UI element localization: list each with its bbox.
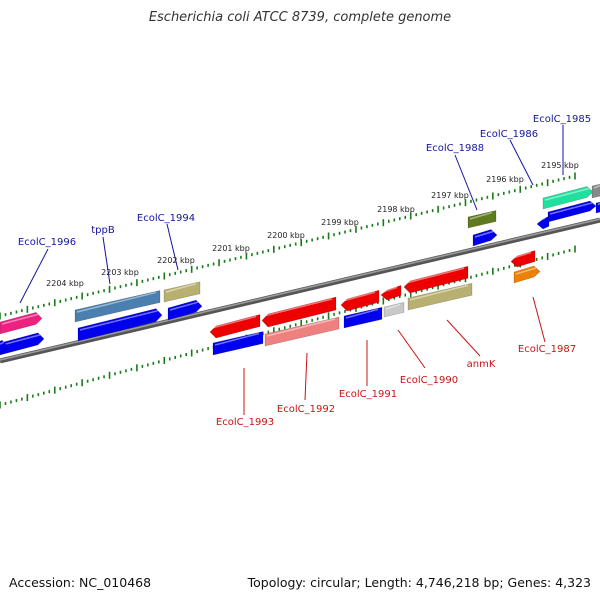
cds-tppb[interactable] — [77, 308, 163, 342]
feature-track — [0, 183, 600, 356]
gene-ecolc-1987-alt-shine — [515, 267, 537, 275]
gene-ecolc-1990-alt-shine — [385, 303, 401, 310]
gene-ecolc-1992-alt[interactable] — [264, 316, 340, 347]
cds-ecolc-1991-shine — [345, 308, 379, 319]
label-leaders — [19, 125, 564, 415]
leader-line — [304, 352, 308, 401]
kbp-label: 2198 kbp — [377, 205, 415, 214]
kbp-label: 2197 kbp — [431, 191, 469, 200]
gene-ecolc-1990-shine — [382, 286, 398, 293]
kbp-label: 2204 kbp — [46, 279, 84, 288]
kbp-label: 2202 kbp — [157, 256, 195, 265]
gene-label[interactable]: EcolC_1988 — [426, 143, 484, 154]
kbp-label: 2203 kbp — [101, 268, 139, 277]
cds-edge[interactable] — [595, 201, 600, 214]
leader-line — [102, 236, 111, 285]
gene-edge-grey[interactable] — [591, 183, 600, 199]
cds-ecolc-1988-shine — [474, 230, 494, 238]
gene-anmk[interactable] — [403, 265, 469, 294]
cds-ecolc-1993-shine — [214, 332, 260, 346]
gene-edge-grey-shine — [593, 184, 600, 189]
cds-ecolc-1991[interactable] — [343, 306, 383, 329]
kbp-label: 2196 kbp — [486, 175, 524, 184]
kbp-label: 2200 kbp — [267, 231, 305, 240]
cds-ecolc-1994[interactable] — [167, 299, 203, 321]
kbp-label: 2199 kbp — [321, 218, 359, 227]
gene-label[interactable]: EcolC_1992 — [277, 404, 335, 415]
cds-ecolc-1994-shine — [169, 301, 199, 311]
gene-label[interactable]: EcolC_1986 — [480, 129, 538, 140]
cds-edge-left[interactable] — [0, 339, 9, 355]
gene-label[interactable]: EcolC_1991 — [339, 389, 397, 400]
gene-ecolc-1992-alt-shine — [266, 318, 336, 337]
gene-ecolc-1993[interactable] — [209, 314, 261, 339]
gene-anmk-alt[interactable] — [407, 282, 473, 311]
cds-ecolc-1986[interactable] — [536, 215, 550, 230]
gene-ecolc-1992[interactable] — [261, 296, 337, 328]
gene-ecolc-1990-alt[interactable] — [383, 302, 405, 318]
gene-ecolc-1991-shine — [342, 291, 376, 302]
leader-line — [509, 139, 534, 186]
scale-track-outer — [0, 172, 576, 320]
cds-ecolc-1996-shine — [1, 334, 41, 346]
leader-line — [166, 223, 179, 271]
gene-label[interactable]: tppB — [91, 225, 115, 236]
backbone-line — [0, 217, 600, 364]
gene-tppb[interactable] — [74, 290, 161, 323]
gene-ecolc-1987-shine — [512, 251, 532, 259]
gene-label[interactable]: anmK — [467, 359, 496, 370]
leader-line — [532, 296, 546, 343]
gene-ecolc-1985[interactable] — [542, 186, 594, 210]
gene-label[interactable]: EcolC_1993 — [216, 417, 274, 428]
leader-line — [454, 154, 478, 211]
leader-line — [19, 248, 49, 304]
cds-ecolc-1985-shine — [549, 202, 593, 215]
backbone-highlight — [0, 218, 600, 361]
cds-tppb-shine — [79, 309, 159, 331]
gene-label[interactable]: EcolC_1996 — [18, 237, 76, 248]
gene-ecolc-1994-shine — [165, 282, 197, 293]
gene-anmk-shine — [405, 267, 465, 284]
gene-label[interactable]: EcolC_1994 — [137, 213, 195, 224]
gene-ecolc-1996-shine — [1, 313, 39, 325]
accession-label: Accession: NC_010468 — [9, 575, 152, 590]
gene-ecolc-1985-shine — [544, 187, 590, 201]
cds-ecolc-1988[interactable] — [472, 229, 498, 247]
gene-label[interactable]: EcolC_1987 — [518, 344, 576, 355]
gene-ecolc-1996[interactable] — [0, 312, 43, 335]
map-title: Escherichia coli ATCC 8739, complete gen… — [148, 10, 452, 25]
cds-ecolc-1993[interactable] — [212, 331, 264, 356]
gene-label[interactable]: EcolC_1990 — [400, 375, 458, 386]
leader-line — [397, 329, 426, 369]
gene-ecolc-1990[interactable] — [380, 284, 402, 301]
gene-ecolc-1988-shine — [469, 211, 493, 220]
kbp-label: 2201 kbp — [212, 244, 250, 253]
genome-summary: Topology: circular; Length: 4,746,218 bp… — [247, 575, 591, 590]
gene-ecolc-1988[interactable] — [467, 210, 497, 229]
cds-ecolc-1996[interactable] — [0, 332, 45, 356]
kbp-label: 2195 kbp — [541, 161, 579, 170]
gene-ecolc-1992-shine — [263, 298, 333, 317]
genome-backbone — [0, 217, 600, 364]
gene-ecolc-1994[interactable] — [163, 281, 201, 303]
label-layer: 2195 kbp 2196 kbp 2197 kbp 2198 kbp 2199 kbp… — [18, 114, 591, 428]
cds-ecolc-1986-shine — [538, 217, 546, 222]
gene-anmk-alt-shine — [409, 284, 469, 301]
gene-ecolc-1991[interactable] — [340, 289, 380, 312]
gene-label[interactable]: EcolC_1985 — [533, 114, 591, 125]
cds-edge-left-shine — [0, 341, 5, 345]
gene-ecolc-1987-alt[interactable] — [513, 265, 541, 284]
gene-ecolc-1987[interactable] — [510, 250, 536, 268]
leader-line — [446, 319, 481, 357]
gene-ecolc-1993-shine — [211, 315, 257, 329]
gene-tppb-shine — [76, 291, 157, 313]
